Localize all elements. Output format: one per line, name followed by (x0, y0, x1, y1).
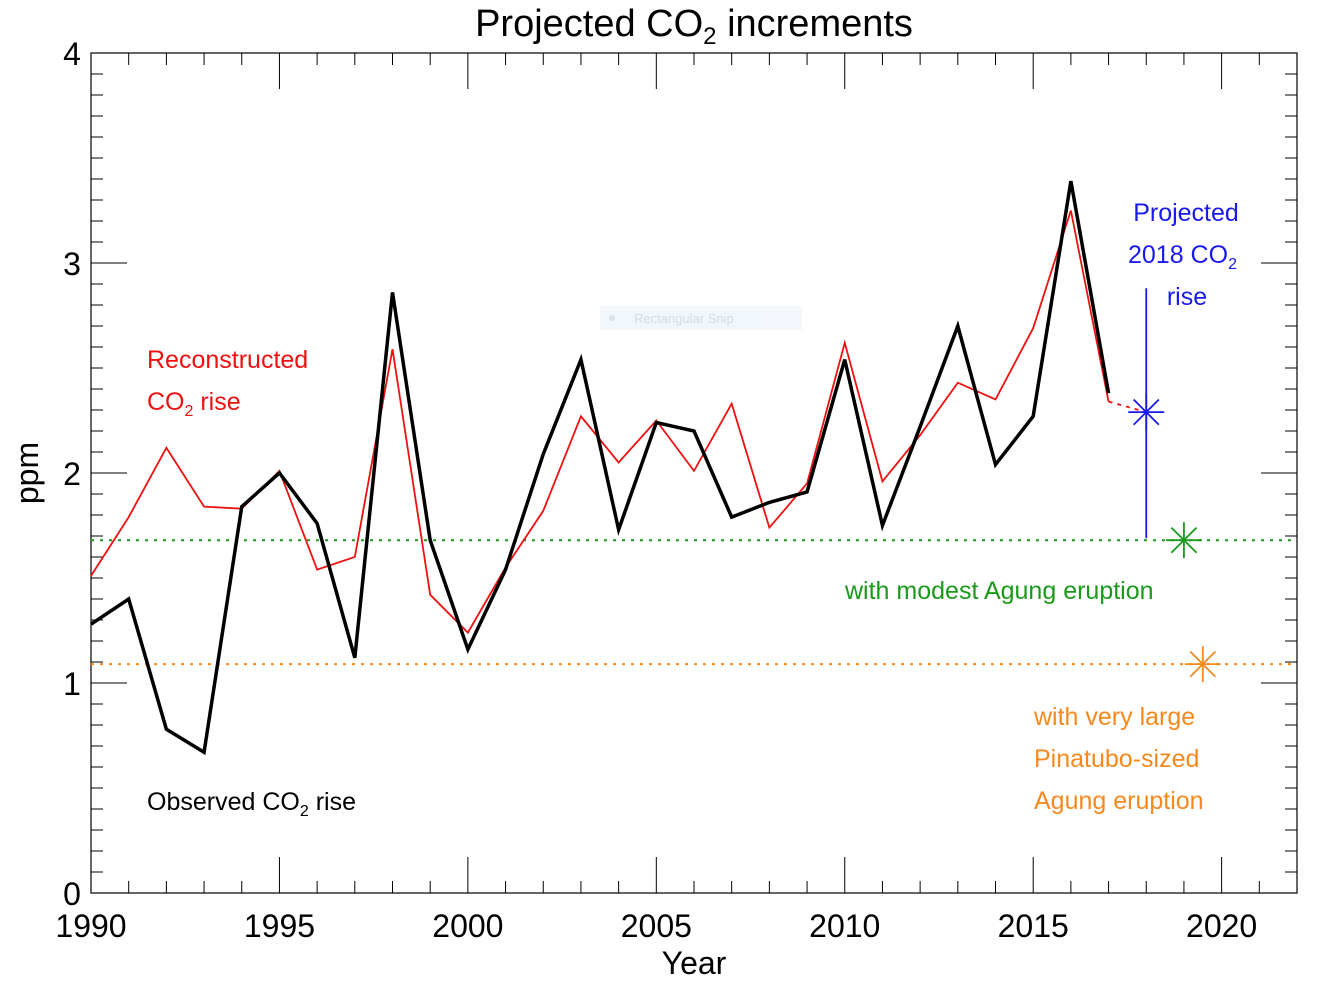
y-tick-label: 0 (63, 876, 81, 912)
observed-series-line (90, 180, 1111, 756)
y-axis-label: ppm (9, 442, 45, 504)
projection-markers (1128, 288, 1221, 683)
scenario-star-marker-0 (1165, 522, 1202, 559)
x-tick-label: 2005 (621, 908, 692, 944)
projection-star-marker (1128, 394, 1165, 431)
observed-label: Observed CO2 rise (147, 788, 356, 820)
x-tick-label: 2010 (809, 908, 880, 944)
y-tick-label: 2 (63, 456, 81, 492)
star-stroke (1189, 650, 1217, 678)
snip-watermark: Rectangular Snip (600, 306, 802, 330)
reconstructed-label: Reconstructed (147, 346, 308, 374)
y-tick-label: 3 (63, 246, 81, 282)
large-eruption-label-1: with very large (1033, 703, 1195, 731)
large-eruption-label-2: Pinatubo-sized (1034, 745, 1199, 773)
x-tick-label: 2000 (432, 908, 503, 944)
x-tick-label: 2020 (1186, 908, 1257, 944)
chart-title: Projected CO2 increments (475, 3, 913, 50)
star-stroke (1133, 398, 1160, 426)
y-tick-labels: 0 1 2 3 4 (63, 36, 81, 912)
star-stroke (1170, 526, 1198, 554)
reconstructed-series-line (90, 210, 1110, 635)
reconstructed-label-line2: CO2 rise (147, 388, 241, 420)
projected-label-line2: 2018 CO2 (1128, 241, 1237, 273)
reconstructed-projection-dash (1108, 400, 1147, 413)
x-tick-label: 1995 (244, 908, 315, 944)
large-eruption-label-3: Agung eruption (1034, 787, 1204, 815)
y-tick-label: 4 (63, 36, 81, 72)
axis-ticks (90, 52, 1298, 894)
x-tick-label: 1990 (55, 908, 126, 944)
scenario-reference-lines (91, 539, 1297, 666)
series-lines (90, 180, 1147, 756)
x-tick-label: 2015 (998, 908, 1069, 944)
x-axis-label: Year (662, 945, 727, 981)
x-tick-labels: 1990 1995 2000 2005 2010 2015 2020 (55, 908, 1257, 944)
projected-label-line3: rise (1167, 283, 1207, 311)
modest-eruption-label: with modest Agung eruption (844, 577, 1154, 605)
projected-label-line1: Projected (1133, 199, 1239, 227)
svg-text:Rectangular Snip: Rectangular Snip (634, 311, 734, 326)
scenario-star-marker-1 (1184, 646, 1221, 683)
y-tick-label: 1 (63, 666, 81, 702)
